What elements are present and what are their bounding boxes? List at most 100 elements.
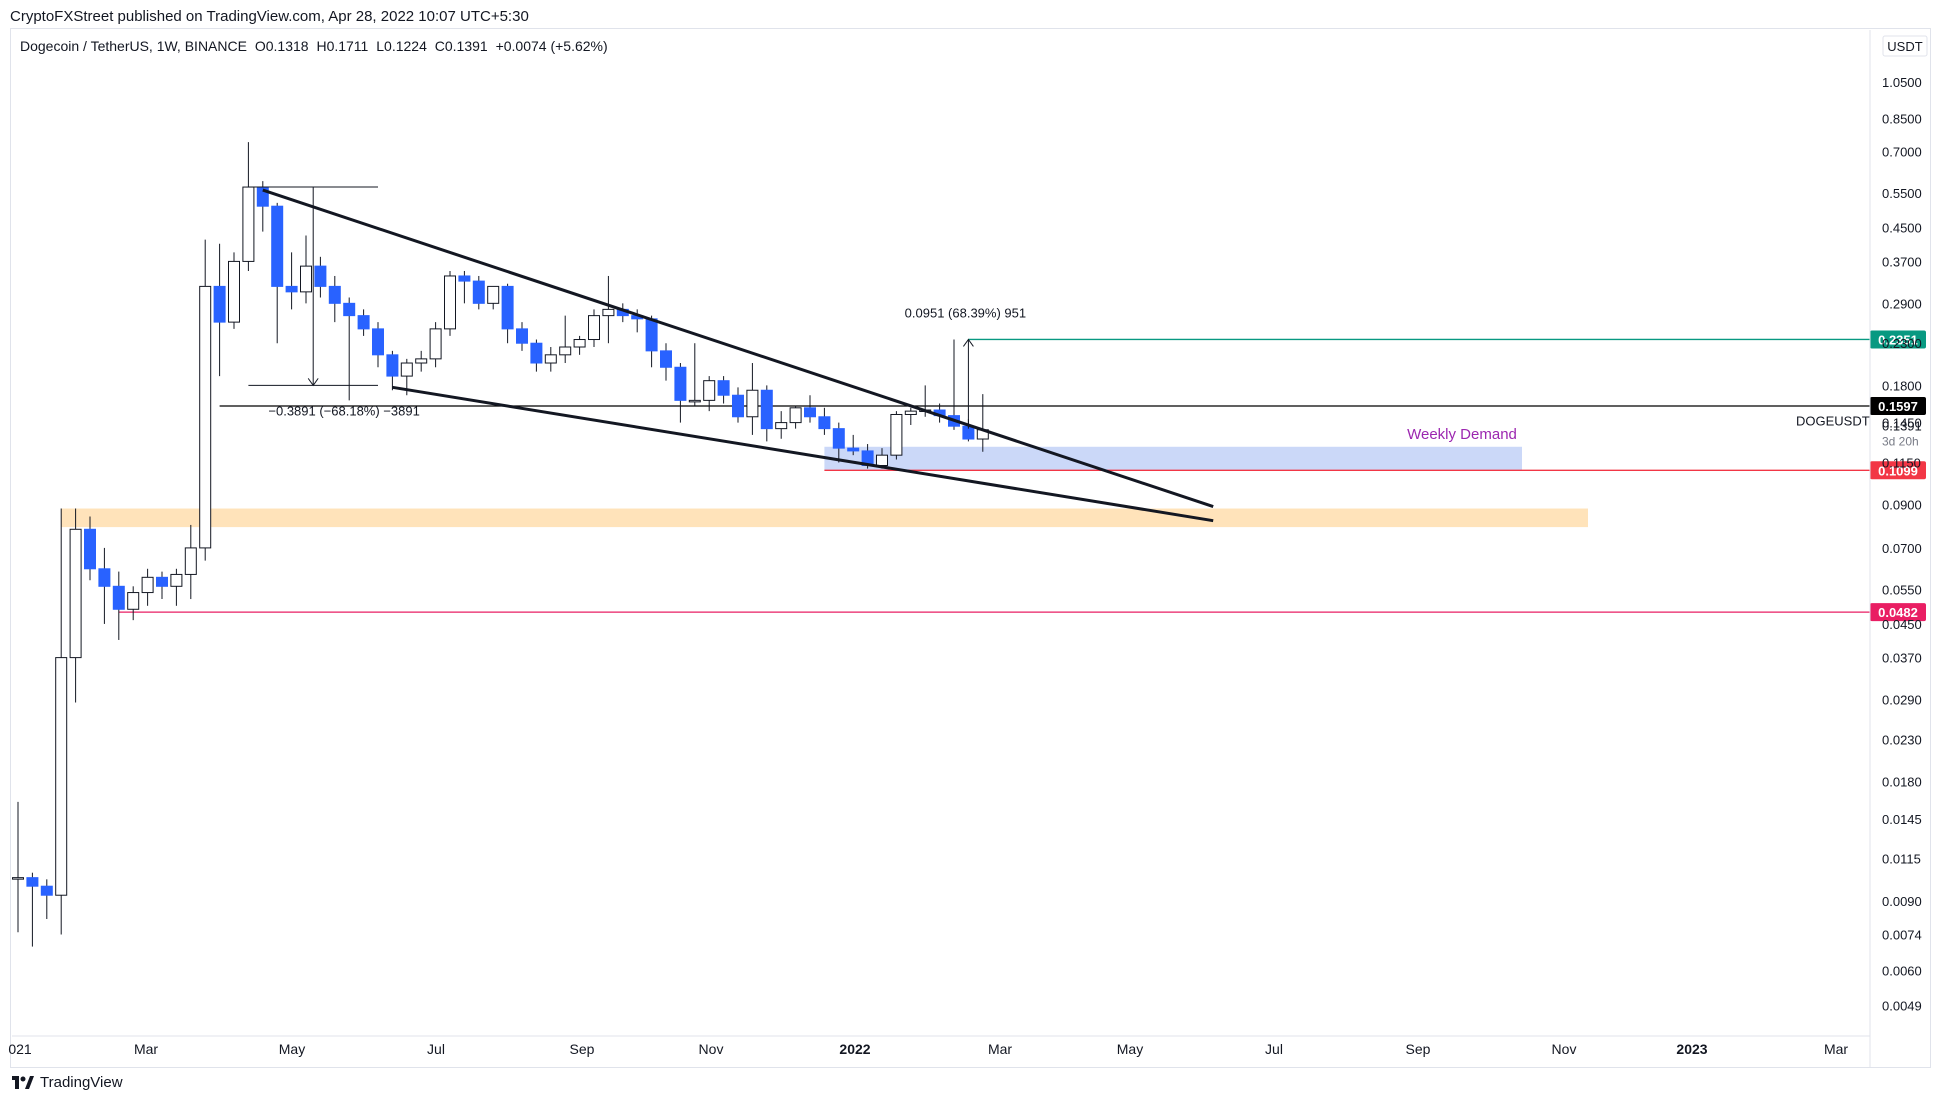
candle — [444, 270, 456, 336]
candle-body — [746, 389, 759, 418]
x-tick-label: May — [1117, 1041, 1143, 1057]
y-tick-label: 0.2300 — [1882, 336, 1922, 351]
y-tick-label: 0.0145 — [1882, 812, 1922, 827]
candle-body — [559, 346, 572, 356]
x-tick-label: May — [279, 1041, 305, 1057]
symbol-name[interactable]: Dogecoin / TetherUS, 1W, BINANCE — [20, 38, 247, 54]
x-tick-label: Jul — [427, 1041, 445, 1057]
candle-body — [170, 573, 183, 587]
candle-body — [141, 576, 154, 594]
candle — [343, 297, 356, 401]
candle-body — [199, 285, 212, 549]
wedge-lower-line — [392, 385, 1214, 523]
x-tick-label: 2023 — [1676, 1041, 1707, 1057]
y-tick-label: 0.0115 — [1882, 852, 1921, 867]
candle — [127, 586, 140, 621]
level-price-text: 0.1099 — [1878, 463, 1918, 478]
candle-body — [645, 318, 658, 352]
candle — [544, 347, 557, 372]
candle-body — [357, 315, 370, 330]
candle — [760, 385, 773, 442]
candle-body — [55, 657, 68, 896]
candle — [328, 275, 341, 323]
x-tick-label: Nov — [1552, 1041, 1577, 1057]
legend-low: L0.1224 — [376, 38, 427, 54]
candle-body — [98, 568, 111, 587]
candle — [170, 568, 183, 606]
y-tick-label: 0.1450 — [1882, 416, 1922, 431]
candle-body — [876, 454, 888, 467]
candle — [501, 283, 514, 344]
candle — [472, 275, 485, 310]
candle — [112, 571, 125, 640]
candle-body — [213, 285, 226, 323]
drawings-layer: −0.3891 (−68.18%) −3891 0.0951 (68.39%) 9… — [248, 186, 1214, 523]
level-price-text: 0.2351 — [1878, 332, 1918, 347]
tradingview-logo[interactable]: TradingView — [12, 1074, 123, 1091]
candle — [228, 252, 240, 329]
candle-body — [84, 528, 96, 570]
x-tick-label: Mar — [134, 1041, 158, 1057]
candle — [516, 322, 528, 351]
measure-rise-label: 0.0951 (68.39%) 951 — [905, 305, 1026, 320]
candle — [156, 571, 168, 600]
x-tick-label: Jul — [1265, 1041, 1283, 1057]
candle-body — [847, 447, 860, 452]
candle-body — [530, 342, 543, 364]
x-tick-label: 2022 — [839, 1041, 870, 1057]
candle-body — [516, 328, 528, 344]
current-symbol-label: DOGEUSDT — [1796, 414, 1870, 429]
legend-open: O0.1318 — [254, 38, 309, 54]
candle — [588, 309, 600, 348]
y-tick-label: 0.7000 — [1882, 145, 1922, 160]
candle — [40, 879, 53, 919]
candle — [415, 350, 428, 372]
y-tick-label: 0.0550 — [1882, 582, 1922, 597]
candle — [429, 322, 442, 368]
y-tick-label: 0.0450 — [1882, 617, 1922, 632]
candle — [199, 239, 212, 561]
candle — [530, 339, 543, 372]
candle-body — [271, 205, 284, 287]
y-tick-label: 0.1800 — [1882, 378, 1922, 393]
candle — [69, 508, 82, 703]
x-tick-label: 021 — [8, 1041, 32, 1057]
candle — [732, 387, 744, 423]
candle-body — [458, 275, 471, 282]
zones-layer: Weekly Demand — [61, 426, 1589, 528]
candle-body — [472, 280, 485, 304]
axis-layer: 0.2351 0.1597 0.1099 0.0482 DOGEUSDT 0.13913d… — [8, 30, 1928, 1068]
candle — [645, 315, 658, 368]
supply-zone — [61, 508, 1589, 528]
candle — [213, 243, 226, 377]
y-tick-label: 0.1150 — [1882, 455, 1921, 470]
candle — [458, 270, 471, 304]
candle-body — [890, 413, 903, 456]
candle-body — [760, 389, 773, 430]
wedge-upper-line — [262, 188, 1214, 509]
candle-body — [602, 308, 615, 317]
candle — [12, 801, 24, 933]
candle-body — [775, 422, 788, 430]
level-price-tag — [1870, 461, 1926, 480]
y-tick-label: 0.0180 — [1882, 775, 1922, 790]
candle-body — [573, 339, 586, 348]
candle-body — [588, 315, 600, 341]
candle-body — [804, 407, 816, 418]
candle-body — [343, 302, 356, 317]
published-caption: CryptoFXStreet published on TradingView.… — [10, 8, 529, 25]
candle — [746, 363, 759, 435]
weekly-demand-label: Weekly Demand — [1407, 426, 1517, 443]
candle-body — [487, 285, 500, 304]
legend-change: +0.0074 (+5.62%) — [495, 38, 608, 54]
candle — [487, 285, 500, 310]
y-tick-label: 0.2900 — [1882, 296, 1922, 311]
y-tick-label: 0.0049 — [1882, 998, 1922, 1013]
y-tick-label: 0.5500 — [1882, 186, 1922, 201]
candle — [141, 568, 154, 606]
legend-high: H0.1711 — [316, 38, 369, 54]
candle-body — [415, 358, 428, 364]
candle — [573, 335, 586, 355]
y-tick-label: 0.0370 — [1882, 651, 1922, 666]
